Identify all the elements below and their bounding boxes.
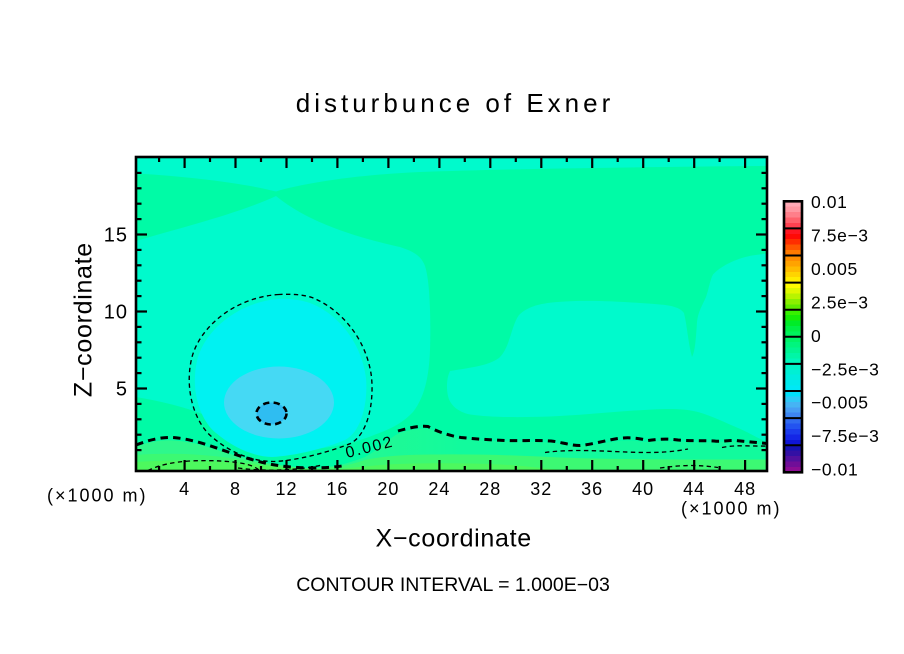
svg-text:2.5e−3: 2.5e−3 [811, 293, 869, 313]
svg-text:15: 15 [104, 224, 128, 246]
svg-text:40: 40 [632, 479, 654, 499]
svg-text:32: 32 [530, 479, 552, 499]
svg-text:48: 48 [734, 479, 756, 499]
svg-text:X−coordinate: X−coordinate [375, 525, 531, 553]
svg-text:0.01: 0.01 [811, 192, 847, 212]
svg-text:CONTOUR INTERVAL = 1.000E−03: CONTOUR INTERVAL = 1.000E−03 [296, 574, 610, 596]
svg-text:disturbunce of Exner: disturbunce of Exner [296, 88, 614, 118]
svg-text:20: 20 [377, 479, 399, 499]
svg-text:(×1000 m): (×1000 m) [681, 499, 782, 519]
svg-text:36: 36 [581, 479, 603, 499]
svg-text:−0.005: −0.005 [811, 393, 869, 413]
svg-text:12: 12 [275, 479, 297, 499]
svg-text:10: 10 [104, 301, 128, 323]
svg-text:(×1000 m): (×1000 m) [47, 486, 148, 506]
svg-text:5: 5 [116, 378, 128, 400]
svg-text:16: 16 [326, 479, 348, 499]
svg-text:7.5e−3: 7.5e−3 [811, 226, 869, 246]
svg-text:0: 0 [811, 326, 821, 346]
svg-text:28: 28 [479, 479, 501, 499]
svg-text:44: 44 [683, 479, 705, 499]
svg-text:0.005: 0.005 [811, 259, 858, 279]
svg-text:24: 24 [428, 479, 450, 499]
svg-text:−2.5e−3: −2.5e−3 [811, 359, 879, 379]
svg-text:Z−coordinate: Z−coordinate [70, 242, 98, 397]
svg-text:−0.01: −0.01 [811, 460, 858, 480]
svg-text:4: 4 [179, 479, 190, 499]
svg-text:8: 8 [230, 479, 241, 499]
svg-text:−7.5e−3: −7.5e−3 [811, 426, 879, 446]
